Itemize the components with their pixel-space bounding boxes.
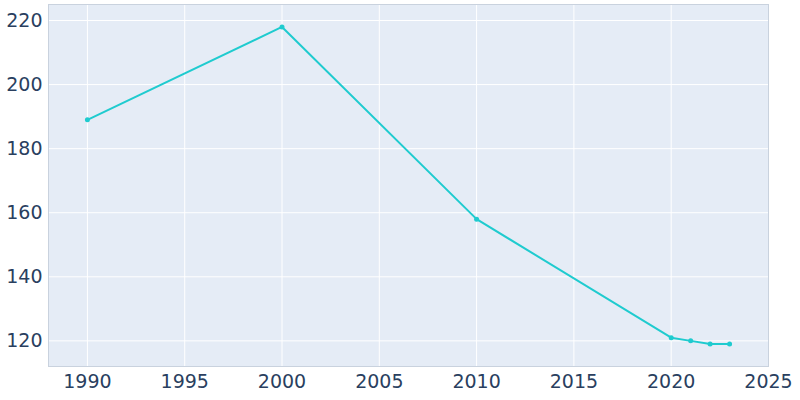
svg-text:2025: 2025 bbox=[744, 370, 792, 392]
svg-text:2010: 2010 bbox=[452, 370, 500, 392]
svg-text:160: 160 bbox=[6, 201, 42, 223]
svg-text:200: 200 bbox=[6, 73, 42, 95]
svg-text:120: 120 bbox=[6, 329, 42, 351]
svg-text:2020: 2020 bbox=[647, 370, 695, 392]
svg-text:2005: 2005 bbox=[355, 370, 403, 392]
svg-text:2000: 2000 bbox=[258, 370, 306, 392]
svg-text:2015: 2015 bbox=[550, 370, 598, 392]
svg-text:220: 220 bbox=[6, 9, 42, 31]
svg-text:140: 140 bbox=[6, 265, 42, 287]
svg-text:180: 180 bbox=[6, 137, 42, 159]
svg-text:1995: 1995 bbox=[161, 370, 209, 392]
svg-text:1990: 1990 bbox=[63, 370, 111, 392]
